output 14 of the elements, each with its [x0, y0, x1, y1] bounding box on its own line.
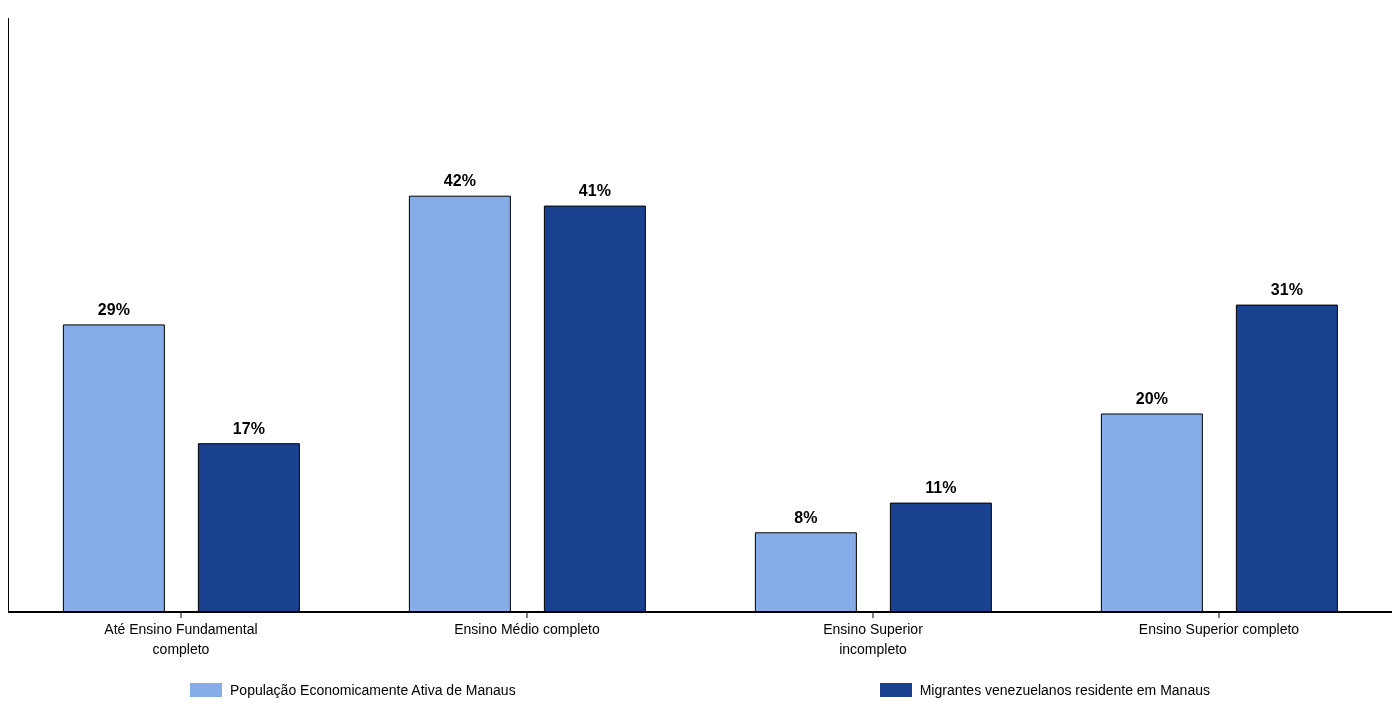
data-label: 31%	[1270, 281, 1303, 299]
data-label: 20%	[1135, 390, 1168, 407]
data-label: 41%	[578, 182, 611, 200]
data-label: 8%	[794, 508, 818, 526]
x-tick-label: Ensino Superior incompleto	[823, 621, 924, 657]
legend-label: Migrantes venezuelanos residente em Manaus	[919, 682, 1210, 698]
x-tick-label: Ensino Superior completo	[1138, 621, 1300, 637]
x-tick-label: Até Ensino Fundamental completo	[104, 621, 258, 657]
x-tick-label: Ensino Médio completo	[454, 621, 600, 637]
data-label: 17%	[232, 419, 265, 437]
data-label: 29%	[97, 300, 130, 318]
data-label: 11%	[925, 479, 957, 497]
data-label: 42%	[443, 172, 476, 190]
legend-label: População Economicamente Ativa de Manaus	[230, 682, 516, 698]
